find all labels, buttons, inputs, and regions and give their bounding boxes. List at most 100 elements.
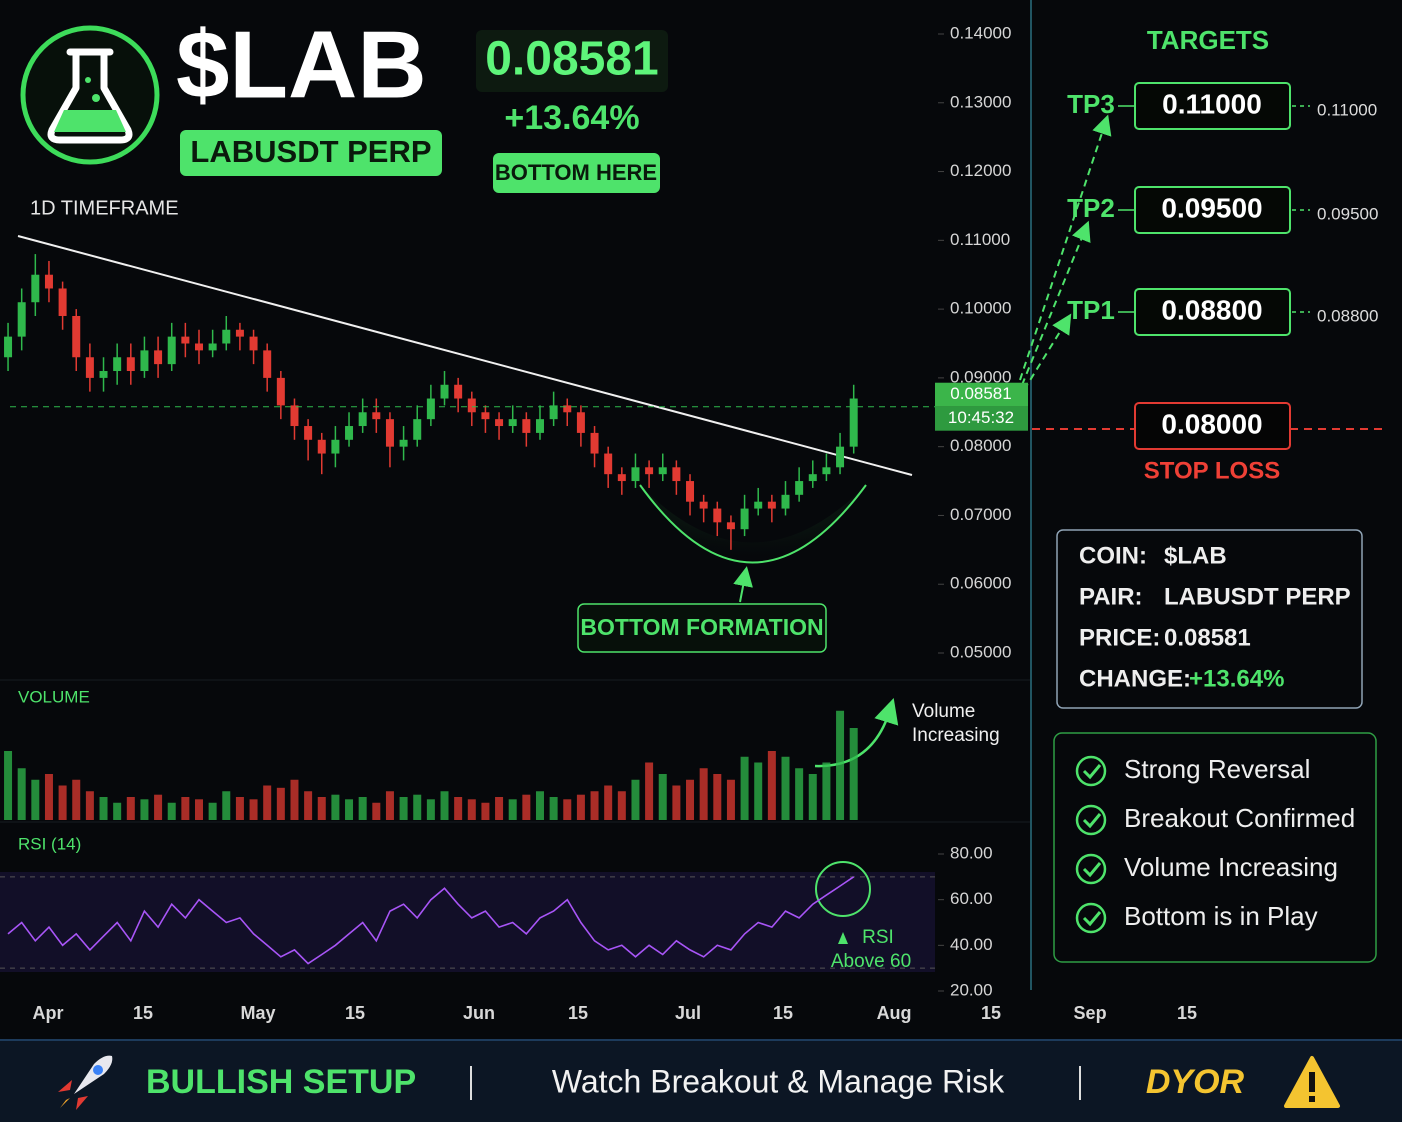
candle-body bbox=[385, 419, 394, 447]
volume-bar bbox=[495, 797, 504, 820]
bubble bbox=[92, 94, 100, 102]
volume-bar bbox=[836, 710, 845, 820]
checklist-box bbox=[1053, 732, 1377, 963]
bottom-arrow bbox=[733, 566, 753, 603]
volume-bar bbox=[399, 797, 408, 820]
candle-body bbox=[208, 343, 217, 351]
volume-bar bbox=[235, 797, 244, 820]
candle-body bbox=[590, 432, 599, 454]
check-icon bbox=[1075, 853, 1107, 885]
volume-bar bbox=[754, 762, 763, 820]
volume-bar bbox=[58, 785, 67, 820]
candle-body bbox=[181, 336, 190, 344]
candle-body bbox=[795, 481, 804, 495]
check-mark bbox=[1082, 862, 1102, 878]
info-value: LABUSDT PERP bbox=[1164, 583, 1351, 610]
targets-title: TARGETS bbox=[1147, 25, 1269, 55]
y-tick-label: 0.08000 bbox=[950, 436, 1011, 455]
target-name: TP3 bbox=[1067, 89, 1115, 119]
flask-liquid bbox=[54, 110, 126, 132]
info-key: PRICE: bbox=[1079, 624, 1160, 651]
candle-body bbox=[467, 398, 476, 413]
footer-message: Watch Breakout & Manage Risk bbox=[552, 1063, 1005, 1099]
info-value: 0.08581 bbox=[1164, 624, 1251, 651]
candle-body bbox=[740, 508, 749, 530]
candle-body bbox=[140, 350, 149, 372]
target-arrow bbox=[1021, 220, 1091, 386]
y-tick-label: 0.13000 bbox=[950, 92, 1011, 111]
target-value: 0.09500 bbox=[1161, 192, 1262, 223]
volume-bar bbox=[44, 774, 53, 820]
candle-body bbox=[658, 467, 667, 475]
volume-bar bbox=[99, 797, 108, 820]
candle-body bbox=[699, 501, 708, 509]
bubble bbox=[85, 77, 91, 83]
candle-body bbox=[167, 336, 176, 365]
target-arrow bbox=[1019, 114, 1112, 381]
info-value: +13.64% bbox=[1189, 665, 1284, 692]
candle-body bbox=[331, 439, 340, 454]
volume-bar bbox=[413, 794, 422, 820]
last-price-label: 0.08581 bbox=[950, 384, 1011, 403]
volume-bar bbox=[222, 791, 231, 820]
candle-body bbox=[72, 315, 81, 358]
volume-bar bbox=[85, 791, 94, 820]
volume-bar bbox=[508, 799, 517, 820]
trendline bbox=[17, 235, 913, 476]
volume-bar bbox=[467, 799, 476, 820]
candle-body bbox=[304, 426, 313, 440]
volume-bar bbox=[317, 797, 326, 820]
candle-body bbox=[672, 467, 681, 482]
info-key: PAIR: bbox=[1079, 583, 1143, 610]
volume-annotation: Volume Increasing bbox=[912, 701, 1000, 746]
info-box bbox=[1056, 529, 1363, 709]
x-tick-label: Apr bbox=[33, 1003, 64, 1023]
rsi-arrow bbox=[838, 932, 848, 944]
y-tick-label: 40.00 bbox=[950, 935, 993, 954]
candle-body bbox=[263, 350, 272, 378]
footer-note: DYOR bbox=[1146, 1063, 1245, 1101]
x-tick-label: 15 bbox=[568, 1003, 588, 1023]
candle-body bbox=[808, 474, 817, 482]
x-tick-label: 15 bbox=[133, 1003, 153, 1023]
footer-setup: BULLISH SETUP bbox=[146, 1063, 416, 1101]
volume-bar bbox=[17, 768, 26, 820]
candle-body bbox=[426, 398, 435, 420]
countdown-tag bbox=[935, 406, 1028, 431]
y-tick-label: 0.07000 bbox=[950, 505, 1011, 524]
candle-body bbox=[495, 419, 504, 427]
target-value: 0.08800 bbox=[1161, 294, 1262, 325]
volume-bar bbox=[604, 785, 613, 820]
candle-body bbox=[726, 522, 735, 530]
volume-bar bbox=[740, 756, 749, 820]
candle-body bbox=[113, 357, 122, 372]
volume-bar bbox=[167, 802, 176, 820]
candle-body bbox=[645, 467, 654, 475]
y-tick-label: 60.00 bbox=[950, 889, 993, 908]
last-price-tag bbox=[935, 382, 1028, 407]
badge-text: BOTTOM HERE bbox=[495, 160, 657, 185]
candle-body bbox=[754, 501, 763, 509]
y-tick-label: 20.00 bbox=[950, 980, 993, 999]
warning-mark bbox=[1309, 1072, 1315, 1092]
x-tick-label: 15 bbox=[1177, 1003, 1197, 1023]
pair: LABUSDT PERP bbox=[190, 134, 431, 169]
volume-bar bbox=[617, 791, 626, 820]
volume-bar bbox=[795, 768, 804, 820]
y-tick-label: 0.06000 bbox=[950, 574, 1011, 593]
target-name: TP1 bbox=[1067, 295, 1115, 325]
target-box bbox=[1134, 186, 1291, 234]
check-item: Breakout Confirmed bbox=[1124, 803, 1355, 833]
volume-bar bbox=[808, 774, 817, 820]
rsi-line bbox=[7, 876, 855, 965]
candle-body bbox=[235, 329, 244, 337]
timeframe: 1D TIMEFRAME bbox=[30, 197, 179, 219]
target-value: 0.11000 bbox=[1162, 88, 1262, 119]
candle-body bbox=[522, 419, 531, 433]
candle-body bbox=[290, 405, 299, 427]
x-tick-label: May bbox=[241, 1003, 276, 1023]
target-level: 0.09500 bbox=[1317, 204, 1378, 223]
candle-body bbox=[99, 371, 108, 378]
volume-bar bbox=[849, 728, 858, 820]
